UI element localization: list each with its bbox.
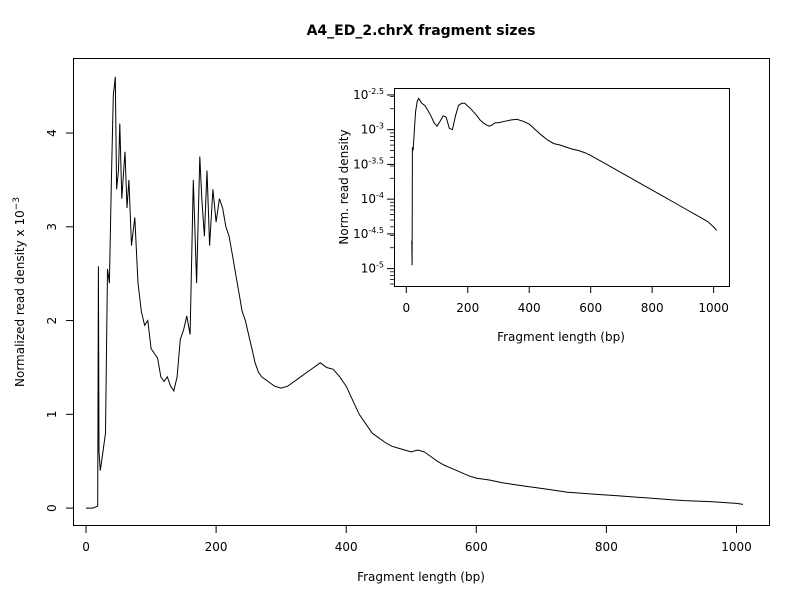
main-density-line: [86, 76, 744, 509]
main-y-tick-label: 1: [45, 411, 59, 419]
inset-y-tick-label: 10-3: [361, 122, 384, 137]
main-y-axis-label: Normalized read density x 10−3: [12, 197, 27, 387]
main-x-tick-label: 600: [465, 540, 488, 554]
main-plot-box: [73, 58, 770, 526]
inset-x-tick-label: 0: [402, 301, 410, 315]
inset-x-tick-label: 1000: [698, 301, 729, 315]
main-y-axis: 0 1 2 3 4: [45, 129, 73, 512]
inset-x-tick-label: 400: [518, 301, 541, 315]
inset-x-tick-label: 200: [456, 301, 479, 315]
inset-x-axis: 0 200 400 600 800 1000: [402, 287, 729, 315]
main-y-tick-label: 0: [45, 504, 59, 512]
inset-y-tick-label: 10-5: [361, 261, 384, 276]
inset-x-axis-label: Fragment length (bp): [497, 330, 625, 344]
main-x-axis: 0 200 400 600 800 1000: [82, 526, 752, 554]
main-y-tick-label: 4: [45, 129, 59, 137]
inset-x-tick-label: 600: [579, 301, 602, 315]
inset-y-tick-label: 10-4.5: [353, 226, 384, 241]
main-x-axis-label: Fragment length (bp): [357, 570, 485, 584]
inset-x-tick-label: 800: [641, 301, 664, 315]
inset-series-group: [411, 97, 718, 266]
inset-y-tick-label: 10-2.5: [353, 87, 384, 102]
main-x-tick-label: 1000: [721, 540, 752, 554]
main-x-tick-label: 400: [335, 540, 358, 554]
main-y-tick-label: 3: [45, 223, 59, 231]
main-y-axis-label-exponent: −3: [12, 197, 22, 210]
inset-plot-box: [394, 88, 730, 287]
main-x-tick-label: 0: [82, 540, 90, 554]
main-series-group: [86, 76, 744, 509]
main-x-tick-label: 200: [205, 540, 228, 554]
inset-y-tick-label: 10-4: [361, 191, 384, 206]
main-x-tick-label: 800: [595, 540, 618, 554]
main-y-tick-label: 2: [45, 317, 59, 325]
inset-y-axis: 10-2.5 10-3 10-3.5 10-4 10-4.5 10-5: [353, 87, 394, 285]
inset-density-line: [411, 97, 718, 266]
inset-y-tick-label: 10-3.5: [353, 156, 384, 171]
inset-background: [394, 88, 729, 286]
chart-title: A4_ED_2.chrX fragment sizes: [307, 23, 536, 39]
main-y-axis-label-base: Normalized read density x 10: [13, 210, 27, 387]
inset-y-axis-label: Norm. read density: [337, 129, 351, 244]
